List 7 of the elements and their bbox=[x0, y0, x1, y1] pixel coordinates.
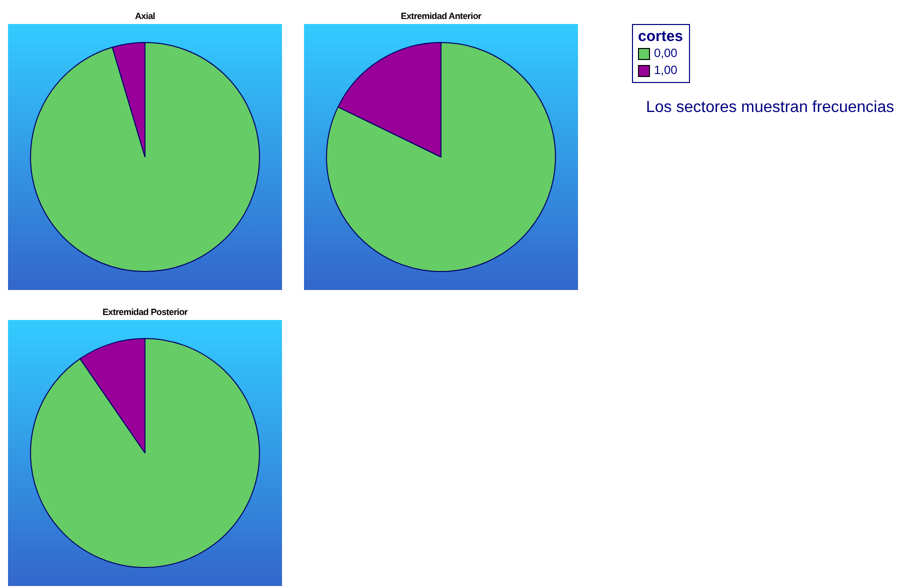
legend-label: 1,00 bbox=[654, 62, 678, 79]
chart-title: Extremidad Anterior bbox=[400, 10, 482, 23]
chart-title: Axial bbox=[134, 10, 156, 23]
legend-label: 0,00 bbox=[654, 45, 678, 62]
legend-title: cortes bbox=[638, 28, 684, 45]
text: Los sectores muestran frecuencias bbox=[646, 99, 894, 117]
chart-title: Extremidad Posterior bbox=[101, 306, 189, 319]
